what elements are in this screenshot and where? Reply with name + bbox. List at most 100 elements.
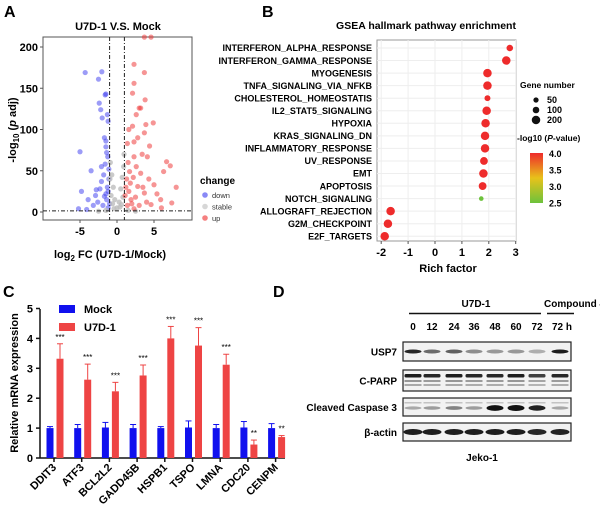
qpcr-bar-mock xyxy=(240,427,248,458)
qpcr-ytick-label: 3 xyxy=(27,363,33,375)
volcano-point-up xyxy=(135,183,141,190)
volcano-point-down xyxy=(102,161,108,167)
gsea-xtick-label: 2 xyxy=(486,247,492,259)
gene-number-legend-title: Gene number xyxy=(520,80,575,90)
panel-label-c: C xyxy=(3,284,15,301)
pvalue-colorbar-tick: 3.0 xyxy=(549,182,562,192)
blot-band xyxy=(423,374,441,378)
blot-band xyxy=(423,384,441,386)
gsea-category-label: UV_RESPONSE xyxy=(304,156,372,166)
volcano-point-up xyxy=(158,197,164,203)
qpcr-bar-mock xyxy=(74,428,82,458)
volcano-point-up xyxy=(141,130,147,136)
cell-line-label: Jeko-1 xyxy=(466,453,498,464)
volcano-point-up xyxy=(131,154,137,160)
gene-number-legend-dot xyxy=(532,106,540,114)
gsea-category-label: CHOLESTEROL_HOMEOSTATIS xyxy=(234,93,372,103)
blot-band xyxy=(445,406,463,410)
volcano-point-down xyxy=(78,188,85,194)
volcano-point-down xyxy=(104,112,110,118)
blot-band xyxy=(445,402,463,404)
volcano-ytick-label: 0 xyxy=(32,207,38,219)
volcano-legend-title: change xyxy=(200,176,235,187)
gsea-xtick-label: -2 xyxy=(376,247,386,259)
blot-band xyxy=(445,384,463,386)
volcano-point-up xyxy=(131,80,137,86)
volcano-point-down xyxy=(103,138,109,144)
volcano-point-up xyxy=(139,151,145,157)
volcano-point-down xyxy=(96,100,102,106)
volcano-point-down xyxy=(105,154,111,160)
volcano-point-up xyxy=(136,202,142,208)
volcano-point-up xyxy=(173,184,179,190)
gsea-category-label: G2M_CHECKPOINT xyxy=(288,219,373,229)
qpcr-bar-u7d-1 xyxy=(139,375,147,458)
volcano-point-stable xyxy=(111,206,117,212)
time-label: 72 xyxy=(531,322,543,333)
volcano-point-down xyxy=(98,107,104,113)
blot-band xyxy=(485,429,505,435)
gsea-category-label: INFLAMMATORY_RESPONSE xyxy=(245,144,372,154)
volcano-xtick-label: 5 xyxy=(151,226,157,238)
volcano-point-down xyxy=(101,172,107,178)
volcano-point-up xyxy=(125,159,131,166)
volcano-point-up xyxy=(146,176,152,182)
panel-label-a: A xyxy=(4,4,16,21)
blot-band xyxy=(465,406,483,410)
qpcr-significance: *** xyxy=(194,317,203,326)
volcano-ylabel: -log10 (p adj) xyxy=(7,97,21,162)
volcano-point-up xyxy=(158,205,164,211)
volcano-point-up xyxy=(146,143,153,149)
volcano-legend-down-label: down xyxy=(212,191,230,200)
time-label: 48 xyxy=(489,322,501,333)
blot-band xyxy=(528,380,546,382)
gsea-dot xyxy=(480,157,488,165)
gsea-dot xyxy=(482,106,491,115)
volcano-point-up xyxy=(127,180,133,186)
qpcr-legend-u7d-1-label: U7D-1 xyxy=(84,322,116,334)
volcano-point-down xyxy=(90,202,96,208)
volcano-point-down xyxy=(100,202,106,208)
gsea-dot xyxy=(481,119,490,128)
western-blot: Jeko-1 U7D-1 Compound 4 0 12 24 36 48 60 72 72 h U… xyxy=(306,299,600,464)
qpcr-xtick-label: HSPB1 xyxy=(135,462,169,496)
blot-band xyxy=(486,405,504,411)
volcano-point-stable xyxy=(109,201,116,207)
volcano-point-up xyxy=(126,188,132,194)
blot-band xyxy=(423,349,441,354)
blot-band xyxy=(507,380,525,382)
gsea-category-label: NOTCH_SIGNALING xyxy=(285,194,372,204)
qpcr-legend-mock-swatch xyxy=(59,305,75,313)
blot-band xyxy=(507,384,525,386)
volcano-point-stable xyxy=(118,186,124,192)
gene-number-legend-dot xyxy=(533,97,539,103)
volcano-point-up xyxy=(161,168,167,175)
qpcr-bar-u7d-1 xyxy=(111,391,119,458)
qpcr-bar-mock xyxy=(157,428,165,458)
qpcr-bar-chart: Relative mRNA expression 012345DDIT3***A… xyxy=(9,304,286,507)
blot-membrane xyxy=(402,397,572,417)
blot-band xyxy=(465,402,483,404)
volcano-legend-stable-marker xyxy=(202,203,208,210)
qpcr-significance: ** xyxy=(278,425,284,434)
volcano-point-up xyxy=(124,202,130,208)
volcano-point-up xyxy=(150,120,156,126)
gsea-dot xyxy=(386,206,395,216)
qpcr-ytick-label: 5 xyxy=(27,304,33,316)
volcano-point-up xyxy=(132,194,139,200)
volcano-ytick-label: 150 xyxy=(20,83,38,95)
qpcr-bar-mock xyxy=(46,428,54,458)
blot-band xyxy=(551,380,569,382)
volcano-point-down xyxy=(98,178,105,185)
volcano-point-down xyxy=(92,192,99,199)
volcano-point-up xyxy=(128,197,134,203)
volcano-point-up xyxy=(124,140,130,147)
qpcr-ylabel: Relative mRNA expression xyxy=(9,313,21,453)
qpcr-xtick-label: TSPO xyxy=(168,461,198,491)
volcano-plot: U7D-1 V.S. Mock log2 FC (U7D-1/Mock) -lo… xyxy=(7,21,235,263)
time-label: 60 xyxy=(510,322,522,333)
gsea-category-label: E2F_TARGETS xyxy=(308,231,372,241)
panel-label-d: D xyxy=(273,284,285,301)
gene-number-legend-label: 50 xyxy=(547,95,557,105)
blot-band xyxy=(551,374,569,378)
